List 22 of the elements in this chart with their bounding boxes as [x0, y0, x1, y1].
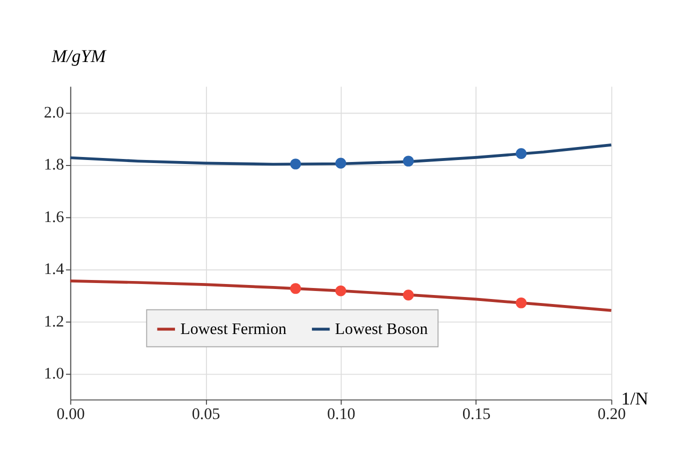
point — [290, 158, 301, 170]
legend-label: Lowest Fermion — [180, 320, 286, 338]
line-series — [68, 280, 613, 312]
x-tick-label: 0.05 — [192, 406, 220, 423]
y-tick-label: 2.0 — [44, 104, 64, 122]
x-tick-label: 0.15 — [462, 406, 491, 423]
y-tick-label: 1.6 — [44, 208, 64, 226]
point — [290, 283, 301, 294]
y-tick-label: 1.4 — [44, 261, 64, 278]
x-tick-label: 0.10 — [327, 406, 356, 423]
y-tick-label: 1.2 — [44, 313, 64, 330]
y-axis-title: M/gYM — [50, 46, 107, 66]
legend-label: Lowest Boson — [335, 320, 428, 338]
point — [402, 290, 414, 300]
point — [335, 158, 346, 169]
point — [335, 285, 346, 296]
point — [516, 297, 527, 308]
y-tick-label: 1.8 — [44, 156, 64, 174]
x-tick-label: 0.00 — [56, 406, 85, 423]
point — [516, 148, 527, 159]
point — [402, 156, 414, 167]
y-tick-label: 1.0 — [44, 366, 64, 383]
